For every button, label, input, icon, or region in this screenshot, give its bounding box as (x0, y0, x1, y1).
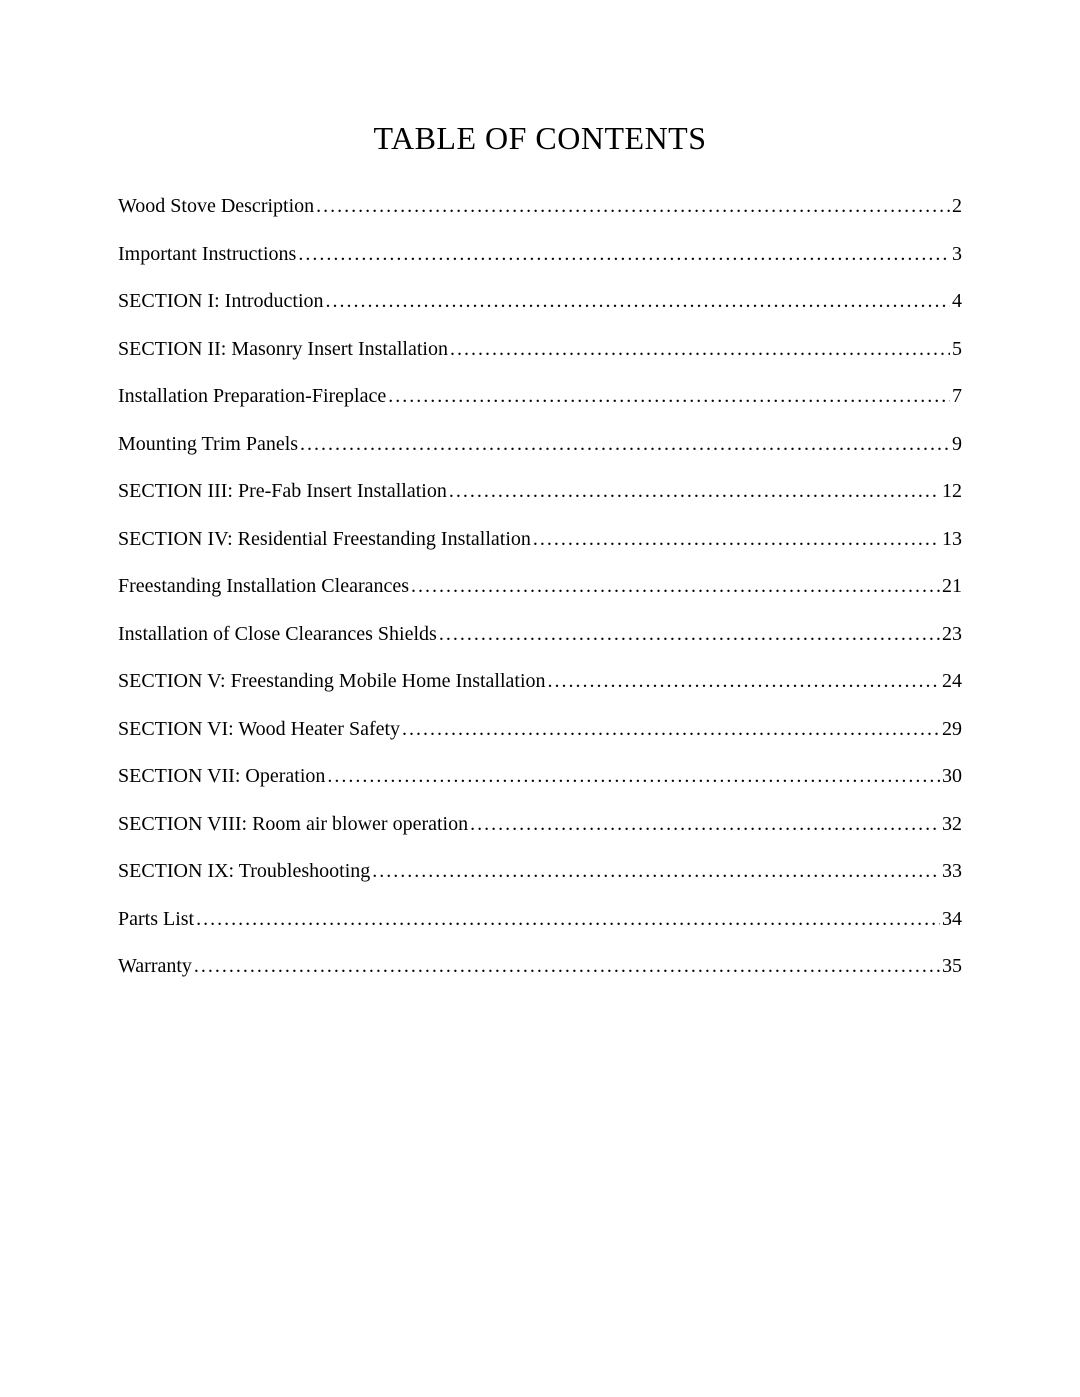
toc-leader-dots (449, 480, 940, 503)
toc-entry-label: Installation Preparation-Fireplace (118, 385, 386, 408)
toc-entry: SECTION VII: Operation 30 (118, 765, 962, 788)
toc-leader-dots (450, 338, 950, 361)
toc-leader-dots (326, 290, 950, 313)
toc-leader-dots (470, 813, 940, 836)
toc-entry: Mounting Trim Panels 9 (118, 433, 962, 456)
toc-leader-dots (372, 860, 940, 883)
toc-leader-dots (327, 765, 940, 788)
toc-entry: Freestanding Installation Clearances 21 (118, 575, 962, 598)
toc-entry: Parts List 34 (118, 908, 962, 931)
toc-entry-page: 13 (942, 528, 962, 551)
toc-entry-page: 24 (942, 670, 962, 693)
toc-leader-dots (196, 908, 940, 931)
toc-entry-page: 29 (942, 718, 962, 741)
toc-entry-page: 3 (952, 243, 962, 266)
toc-entry-page: 4 (952, 290, 962, 313)
toc-entry: Installation of Close Clearances Shields… (118, 623, 962, 646)
toc-entry-label: Wood Stove Description (118, 195, 314, 218)
toc-entry-page: 12 (942, 480, 962, 503)
toc-entry: Installation Preparation-Fireplace 7 (118, 385, 962, 408)
toc-entry-label: Parts List (118, 908, 194, 931)
toc-leader-dots (411, 575, 940, 598)
toc-entry: Wood Stove Description 2 (118, 195, 962, 218)
toc-entry: SECTION III: Pre-Fab Insert Installation… (118, 480, 962, 503)
toc-entry-label: SECTION I: Introduction (118, 290, 324, 313)
toc-entry-label: SECTION VII: Operation (118, 765, 325, 788)
toc-leader-dots (388, 385, 950, 408)
toc-entry-page: 30 (942, 765, 962, 788)
toc-entry-page: 33 (942, 860, 962, 883)
toc-entry-label: SECTION VI: Wood Heater Safety (118, 718, 400, 741)
toc-leader-dots (533, 528, 940, 551)
toc-list: Wood Stove Description 2 Important Instruc… (118, 195, 962, 978)
toc-entry-label: SECTION IX: Troubleshooting (118, 860, 370, 883)
toc-entry-page: 9 (952, 433, 962, 456)
toc-entry-label: Installation of Close Clearances Shields (118, 623, 437, 646)
toc-entry: SECTION VIII: Room air blower operation 3… (118, 813, 962, 836)
toc-entry-page: 7 (952, 385, 962, 408)
toc-entry-page: 23 (942, 623, 962, 646)
toc-leader-dots (548, 670, 940, 693)
toc-leader-dots (316, 195, 950, 218)
toc-entry-page: 21 (942, 575, 962, 598)
toc-entry-label: SECTION V: Freestanding Mobile Home Inst… (118, 670, 546, 693)
toc-entry-page: 35 (942, 955, 962, 978)
toc-entry: SECTION IV: Residential Freestanding Ins… (118, 528, 962, 551)
toc-entry-label: SECTION II: Masonry Insert Installation (118, 338, 448, 361)
toc-entry: SECTION IX: Troubleshooting 33 (118, 860, 962, 883)
toc-leader-dots (298, 243, 950, 266)
toc-entry-page: 5 (952, 338, 962, 361)
toc-entry: SECTION I: Introduction 4 (118, 290, 962, 313)
toc-entry-label: SECTION IV: Residential Freestanding Ins… (118, 528, 531, 551)
page-title: TABLE OF CONTENTS (118, 120, 962, 157)
toc-leader-dots (402, 718, 940, 741)
toc-entry-label: SECTION VIII: Room air blower operation (118, 813, 468, 836)
toc-entry-label: SECTION III: Pre-Fab Insert Installation (118, 480, 447, 503)
toc-entry-label: Important Instructions (118, 243, 296, 266)
toc-entry-label: Mounting Trim Panels (118, 433, 298, 456)
toc-entry: SECTION V: Freestanding Mobile Home Inst… (118, 670, 962, 693)
toc-entry-label: Warranty (118, 955, 192, 978)
toc-leader-dots (194, 955, 940, 978)
toc-entry: Important Instructions 3 (118, 243, 962, 266)
toc-entry-page: 2 (952, 195, 962, 218)
toc-leader-dots (300, 433, 950, 456)
toc-entry-label: Freestanding Installation Clearances (118, 575, 409, 598)
toc-entry: Warranty 35 (118, 955, 962, 978)
toc-entry-page: 32 (942, 813, 962, 836)
toc-leader-dots (439, 623, 940, 646)
toc-entry-page: 34 (942, 908, 962, 931)
toc-entry: SECTION II: Masonry Insert Installation 5 (118, 338, 962, 361)
toc-entry: SECTION VI: Wood Heater Safety 29 (118, 718, 962, 741)
